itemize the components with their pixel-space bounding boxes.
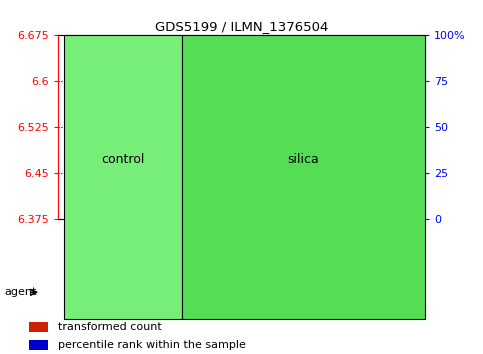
Bar (74, 161, 83, 168)
Bar (282, 164, 290, 172)
Bar (248, 137, 265, 219)
Text: GSM665789: GSM665789 (370, 218, 379, 273)
Bar (163, 166, 172, 173)
Bar (311, 131, 320, 138)
Text: GSM665763: GSM665763 (104, 218, 113, 273)
Bar (154, 219, 181, 271)
Title: GDS5199 / ILMN_1376504: GDS5199 / ILMN_1376504 (155, 20, 328, 33)
Bar (95, 219, 122, 271)
Bar (130, 103, 146, 219)
Text: GSM665757: GSM665757 (222, 218, 231, 273)
Text: GSM665768: GSM665768 (282, 218, 290, 273)
Bar (29, 340, 48, 350)
Bar (100, 195, 116, 219)
Bar (182, 35, 425, 319)
Text: GSM665755: GSM665755 (74, 218, 83, 273)
Bar (159, 170, 176, 219)
Bar (64, 35, 182, 319)
Text: GSM665780: GSM665780 (311, 218, 320, 273)
Bar (219, 81, 235, 219)
Text: GSM665790: GSM665790 (400, 218, 409, 273)
Bar (65, 219, 92, 271)
Bar (71, 158, 87, 219)
Bar (367, 158, 383, 219)
Bar (243, 219, 270, 271)
Bar (337, 161, 353, 219)
Bar (125, 219, 151, 271)
Bar (193, 120, 201, 127)
Bar (272, 219, 299, 271)
Text: agent: agent (5, 287, 37, 297)
Bar (252, 153, 261, 161)
Text: GSM665783: GSM665783 (341, 218, 350, 273)
Text: GSM665752: GSM665752 (193, 218, 201, 273)
Bar (396, 195, 412, 219)
Bar (278, 170, 294, 219)
Bar (184, 219, 211, 271)
Text: transformed count: transformed count (58, 322, 162, 332)
Bar (213, 219, 240, 271)
Bar (104, 175, 113, 183)
Bar (391, 219, 418, 271)
Bar (302, 219, 329, 271)
Bar (29, 322, 48, 332)
Text: GSM665764: GSM665764 (252, 218, 261, 273)
Text: silica: silica (288, 153, 320, 166)
Bar (189, 41, 205, 219)
Bar (222, 126, 231, 133)
Text: GSM665787: GSM665787 (163, 218, 172, 273)
Bar (307, 127, 324, 219)
Bar (400, 175, 409, 183)
Text: control: control (101, 153, 145, 166)
Bar (370, 161, 379, 168)
Text: percentile rank within the sample: percentile rank within the sample (58, 340, 246, 350)
Bar (361, 219, 388, 271)
Bar (133, 127, 142, 135)
Bar (332, 219, 358, 271)
Bar (341, 161, 350, 168)
Text: GSM665781: GSM665781 (133, 218, 142, 273)
